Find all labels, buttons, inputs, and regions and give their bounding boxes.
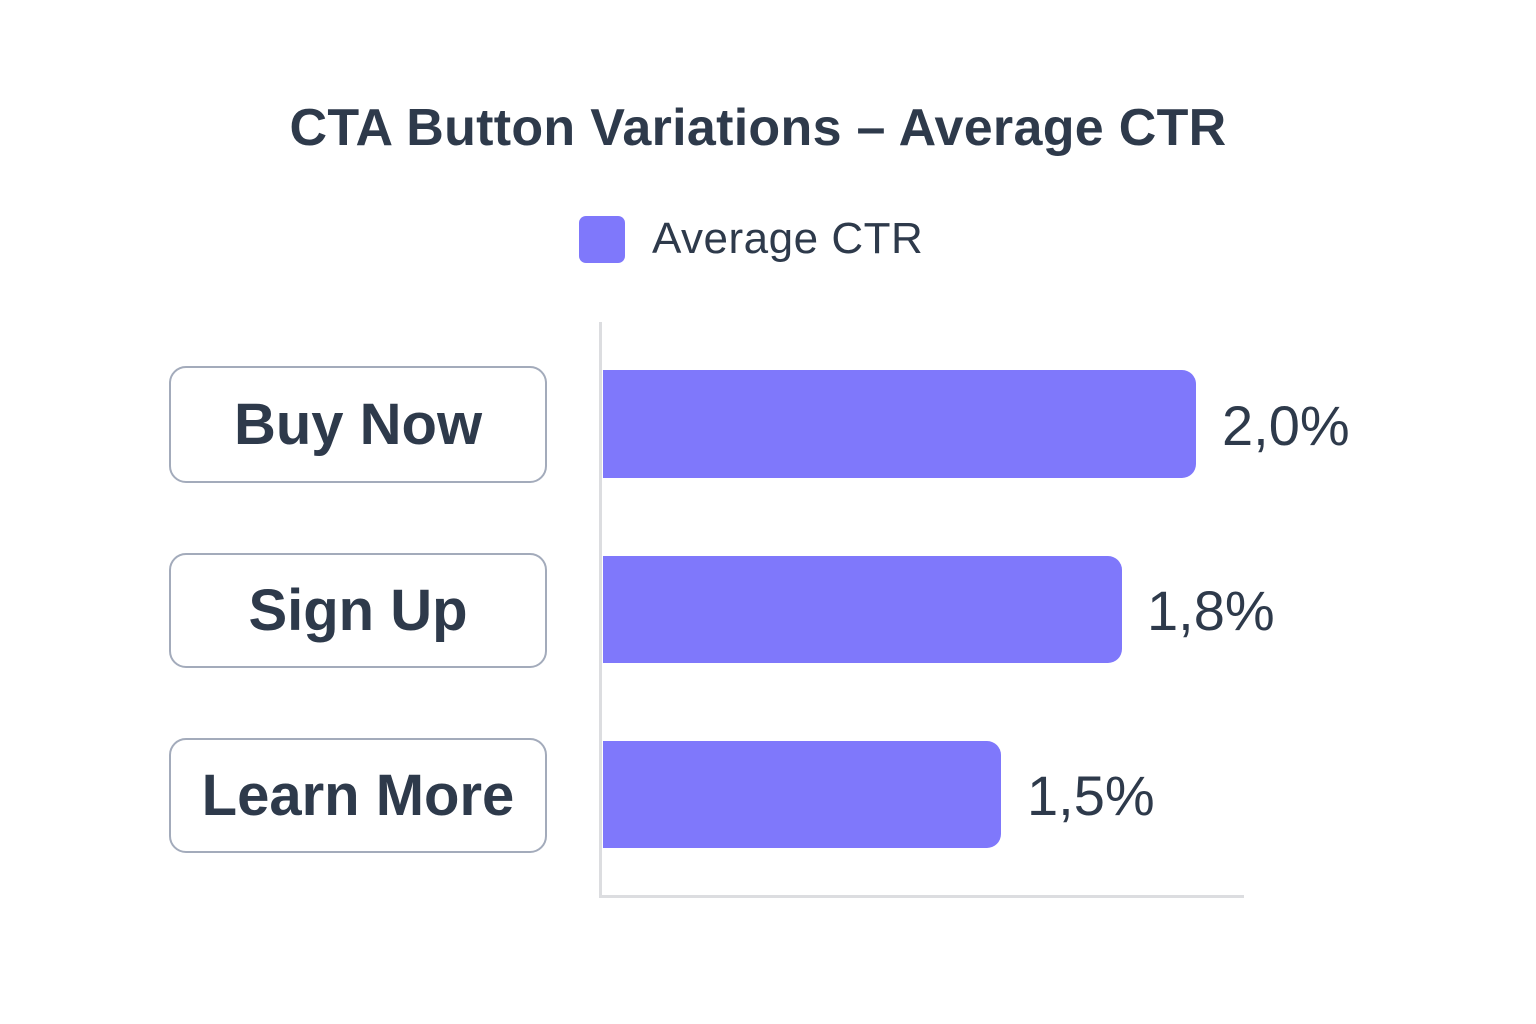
legend-label: Average CTR <box>652 214 924 263</box>
bar-value-learn-more: 1,5% <box>1027 764 1155 827</box>
bar-value-buy-now: 2,0% <box>1222 394 1350 457</box>
cta-button-buy-now[interactable]: Buy Now <box>169 366 547 483</box>
bar-value-sign-up: 1,8% <box>1147 579 1275 642</box>
x-axis-line <box>599 895 1244 898</box>
legend-swatch-average-ctr <box>579 215 625 263</box>
bar-sign-up <box>603 556 1122 663</box>
chart-title: CTA Button Variations – Average CTR <box>289 99 1227 157</box>
y-axis-line <box>599 322 602 898</box>
bar-learn-more <box>603 741 1001 848</box>
cta-button-learn-more[interactable]: Learn More <box>169 738 547 853</box>
bar-buy-now <box>603 370 1196 478</box>
legend: Average CTR <box>579 214 923 264</box>
cta-button-sign-up[interactable]: Sign Up <box>169 553 547 668</box>
